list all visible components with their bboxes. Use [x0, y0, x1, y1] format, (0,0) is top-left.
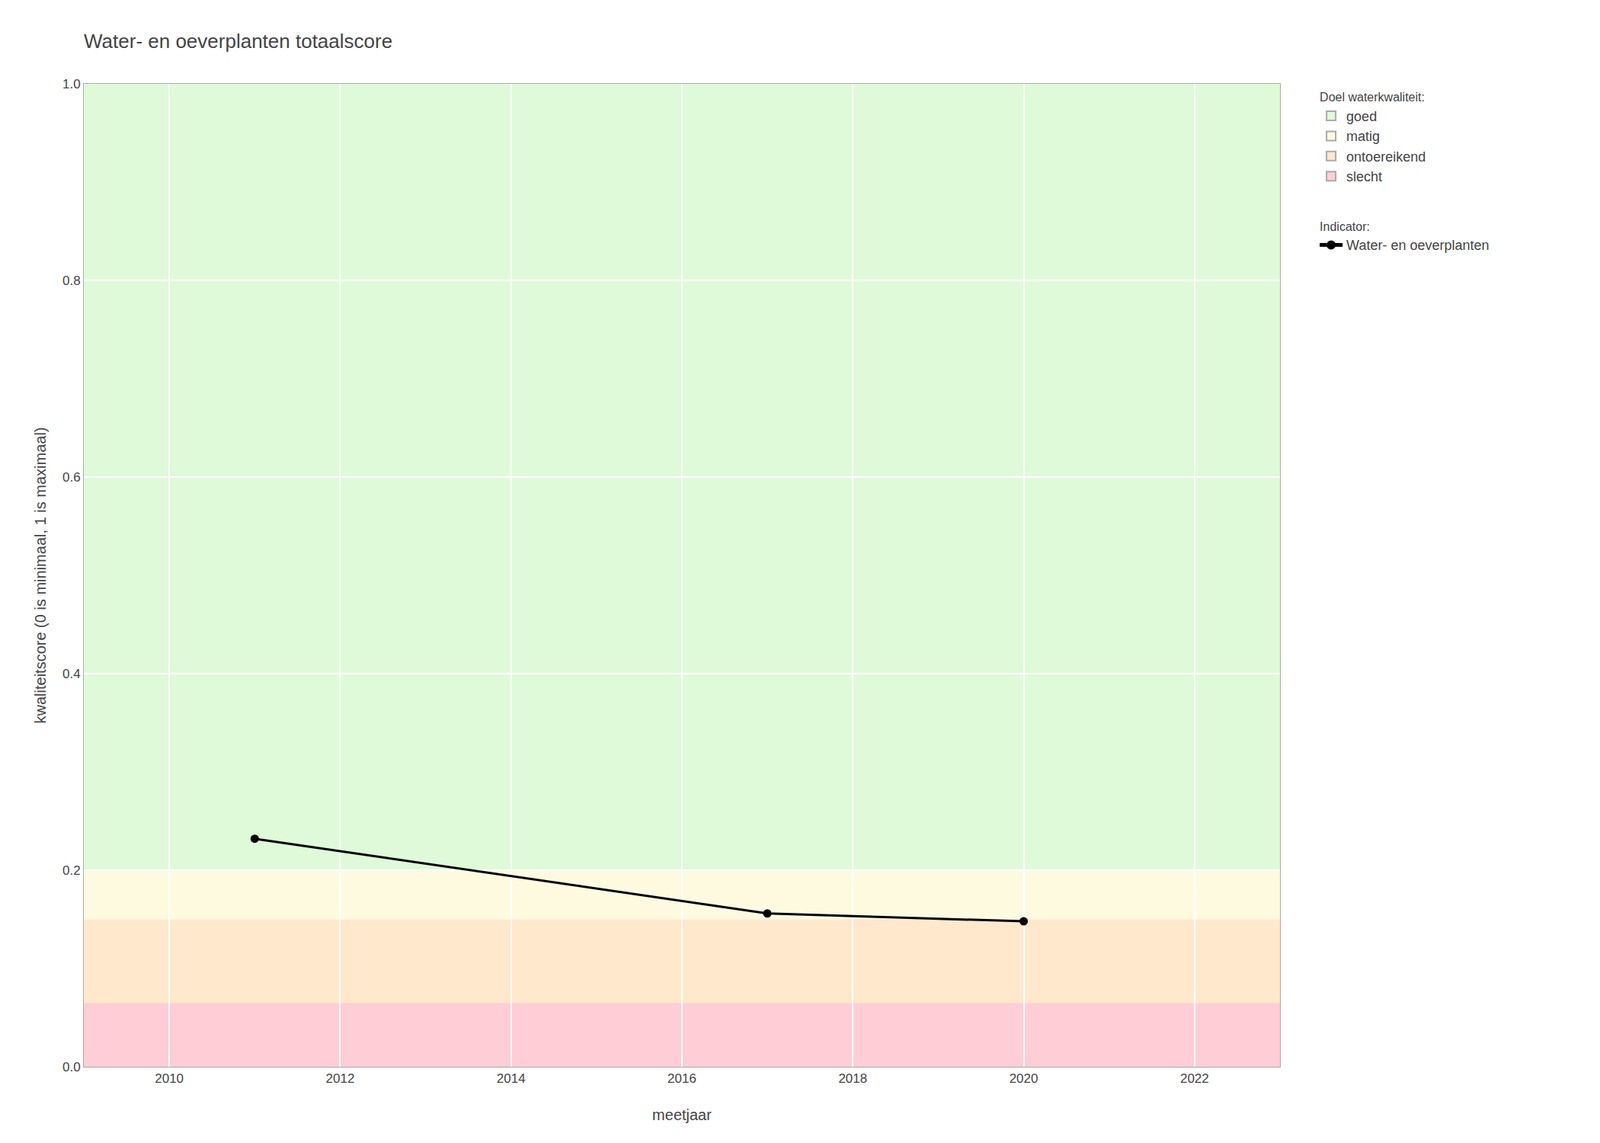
svg-text:2010: 2010: [154, 1071, 184, 1086]
svg-text:2022: 2022: [1180, 1071, 1210, 1086]
svg-text:meetjaar: meetjaar: [652, 1106, 712, 1124]
svg-text:Indicator:: Indicator:: [1319, 220, 1370, 234]
svg-text:2016: 2016: [667, 1071, 697, 1086]
svg-text:0.2: 0.2: [62, 863, 81, 878]
svg-text:Water- en oeverplanten: Water- en oeverplanten: [1346, 237, 1489, 253]
svg-text:2014: 2014: [496, 1071, 526, 1086]
svg-text:1.0: 1.0: [62, 76, 81, 92]
svg-text:2018: 2018: [838, 1071, 868, 1086]
svg-text:0.8: 0.8: [62, 273, 81, 288]
svg-text:0.6: 0.6: [62, 470, 81, 485]
svg-text:kwaliteitscore (0 is minimaal,: kwaliteitscore (0 is minimaal, 1 is maxi…: [32, 427, 49, 724]
svg-text:ontoereikend: ontoereikend: [1346, 149, 1426, 165]
svg-text:0.0: 0.0: [62, 1059, 81, 1075]
svg-text:2012: 2012: [326, 1071, 356, 1086]
svg-text:goed: goed: [1346, 108, 1377, 125]
svg-text:Water- en oeverplanten totaals: Water- en oeverplanten totaalscore: [83, 29, 393, 53]
svg-text:0.4: 0.4: [62, 666, 81, 682]
svg-text:matig: matig: [1346, 128, 1380, 144]
svg-text:2020: 2020: [1009, 1071, 1039, 1086]
svg-text:Doel waterkwaliteit:: Doel waterkwaliteit:: [1319, 90, 1425, 104]
svg-text:slecht: slecht: [1346, 169, 1383, 185]
